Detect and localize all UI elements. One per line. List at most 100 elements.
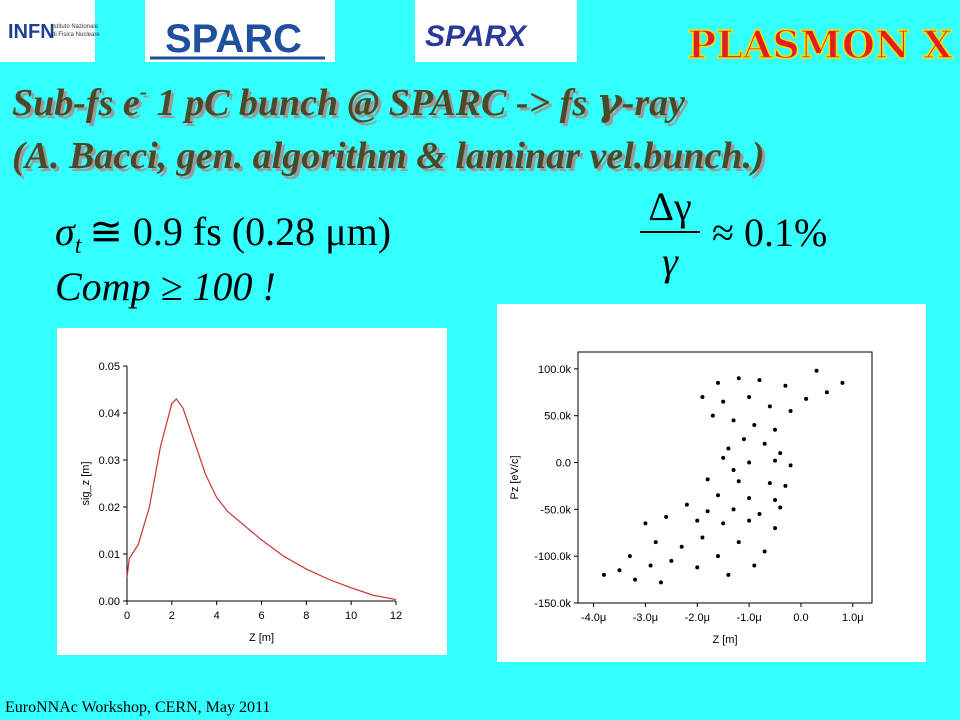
scatter-point <box>747 518 752 523</box>
scatter-point <box>643 521 648 526</box>
x-tick-label: -1.0μ <box>736 612 761 624</box>
title-line: (A. Bacci, gen. algorithm & laminar vel.… <box>15 138 768 180</box>
scatter-point <box>648 563 653 568</box>
y-tick-label: -50.0k <box>540 504 571 516</box>
scatter-point <box>736 540 741 545</box>
chart-panel <box>497 304 926 662</box>
y-tick-label: 0.02 <box>99 502 120 514</box>
title-part: 1 pC bunch @ SPARC -> fs <box>150 85 600 127</box>
title-part: γ <box>597 79 624 124</box>
scatter-point <box>658 580 663 585</box>
x-tick-label: 0 <box>124 610 130 622</box>
x-axis-label: Z [m] <box>249 632 274 644</box>
sigma-sub: t <box>75 233 83 259</box>
scatter-point <box>752 563 757 568</box>
scatter-point <box>721 521 726 526</box>
scatter-point <box>601 572 606 577</box>
scatter-point <box>726 446 731 451</box>
scatter-point <box>700 394 705 399</box>
y-tick-label: 0.00 <box>99 596 120 608</box>
title: Sub-fs e- 1 pC bunch @ SPARC -> fs γ-ray… <box>12 79 768 180</box>
y-tick-label: -100.0k <box>534 551 571 563</box>
scatter-point <box>721 455 726 460</box>
scatter-point <box>788 463 793 468</box>
x-tick-label: -3.0μ <box>633 612 658 624</box>
scatter-point <box>767 481 772 486</box>
scatter-point <box>705 477 710 482</box>
scatter-point <box>747 496 752 501</box>
scatter-point <box>788 409 793 414</box>
delta-rest: ≈ 0.1% <box>712 210 827 255</box>
scatter-point <box>627 554 632 559</box>
y-tick-label: 50.0k <box>544 411 571 423</box>
scatter-point <box>747 394 752 399</box>
y-tick-label: 0.03 <box>99 455 120 467</box>
scatter-point <box>731 468 736 473</box>
scatter-point <box>824 390 829 395</box>
sparc-logo-box <box>145 0 335 62</box>
title-part: Sub-fs e <box>12 82 140 124</box>
x-tick-label: -2.0μ <box>685 612 710 624</box>
sparx-logo-box <box>415 0 577 62</box>
scatter-point <box>762 441 767 446</box>
scatter-point <box>716 493 720 498</box>
scatter-point <box>783 383 788 388</box>
sigma-rest: ≅ 0.9 fs (0.28 μm) <box>89 209 391 254</box>
scatter-point <box>716 380 720 385</box>
scatter-point <box>767 404 772 409</box>
title-line: Sub-fs e- 1 pC bunch @ SPARC -> fs γ-ray <box>15 82 688 127</box>
title-part: Sub-fs e <box>15 85 143 127</box>
data-line <box>126 397 397 601</box>
comp: Comp ≥ 100 ! <box>55 264 276 309</box>
scatter-point <box>731 507 736 512</box>
sigma: σ <box>55 209 76 254</box>
scatter-point <box>716 554 720 559</box>
infn-logo: INFN <box>8 21 55 43</box>
x-tick-label: 12 <box>390 610 402 622</box>
scatter-point <box>617 568 622 573</box>
scatter-point <box>664 514 669 519</box>
scatter-point <box>653 540 658 545</box>
scatter-point <box>773 458 778 463</box>
scatter-point <box>762 549 767 554</box>
scatter-point <box>747 460 752 465</box>
footer: EuroNNAc Workshop, CERN, May 2011 <box>5 699 270 716</box>
y-axis-label: sig_z [m] <box>80 461 92 505</box>
y-axis-label: Pz [eV/c] <box>509 455 521 499</box>
y-tick-label: -150.0k <box>534 598 571 610</box>
y-tick-label: 0.0 <box>556 458 571 470</box>
x-tick-label: 0.0 <box>793 612 808 624</box>
plasmonx-logo: PLASMON X <box>688 22 953 67</box>
scatter-point <box>773 427 778 432</box>
x-tick-label: 2 <box>169 610 175 622</box>
title-line: Sub-fs e- 1 pC bunch @ SPARC -> fs γ-ray <box>12 79 685 124</box>
y-tick-label: 0.04 <box>99 408 120 420</box>
infn-sub: Istituto Nazionale <box>52 24 99 30</box>
scatter-point <box>757 378 762 383</box>
x-tick-label: 4 <box>214 610 220 622</box>
title-part: - <box>140 79 147 104</box>
scatter-point <box>695 565 700 570</box>
y-tick-label: 0.01 <box>99 549 120 561</box>
sparc-logo: SPARC <box>165 17 302 61</box>
scatter-point <box>731 418 736 423</box>
scatter-point <box>757 512 762 517</box>
scatter-point <box>736 479 741 484</box>
sparx-logo: SPARX <box>425 20 528 53</box>
scatter-point <box>726 572 731 577</box>
title-part: 1 pC bunch @ SPARC -> fs <box>147 82 597 124</box>
scatter-point <box>814 368 819 373</box>
delta-num: Δγ <box>648 184 691 229</box>
x-tick-label: 6 <box>258 610 264 622</box>
x-tick-label: 10 <box>345 610 357 622</box>
title-part: -ray <box>625 85 688 127</box>
title-part: γ <box>600 82 627 127</box>
scatter-point <box>695 518 700 523</box>
delta-den: γ <box>662 239 679 284</box>
x-axis-label: Z [m] <box>712 634 737 646</box>
scatter-point <box>752 423 757 428</box>
scatter-point <box>741 437 746 442</box>
scatter-point <box>710 413 715 418</box>
scatter-point <box>804 396 809 401</box>
